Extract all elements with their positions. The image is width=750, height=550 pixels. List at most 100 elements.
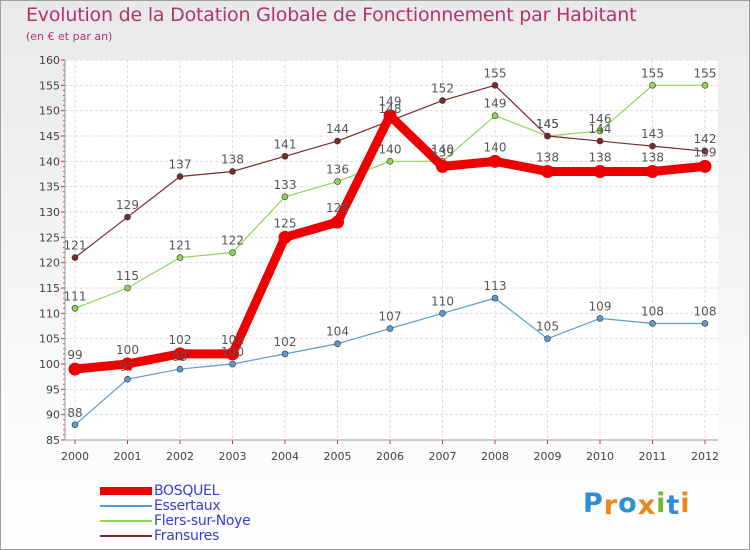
data-point-bosquel — [593, 164, 607, 178]
logo-letter: P — [583, 488, 604, 519]
data-point-flers-sur-noye — [124, 284, 131, 292]
data-label: 113 — [484, 279, 507, 293]
chart-subtitle: (en € et par an) — [26, 30, 113, 43]
data-label: 139 — [694, 145, 717, 159]
data-point-essertaux — [596, 315, 604, 322]
data-label: 88 — [67, 406, 82, 420]
y-tick-label: 125 — [39, 231, 60, 244]
data-label: 146 — [589, 112, 612, 126]
y-tick-label: 135 — [39, 181, 60, 194]
data-label: 145 — [536, 117, 559, 131]
data-point-fransures — [439, 97, 446, 104]
y-tick-label: 90 — [46, 409, 60, 422]
data-point-flers-sur-noye — [176, 254, 184, 261]
data-point-bosquel — [121, 357, 134, 371]
data-label: 144 — [589, 122, 612, 136]
chart-title: Evolution de la Dotation Globale de Fonc… — [26, 4, 637, 26]
data-point-bosquel — [278, 230, 292, 244]
x-tick-label: 2012 — [691, 450, 719, 463]
legend-label: Fransures — [154, 528, 220, 544]
data-label: 155 — [484, 66, 507, 80]
y-tick-label: 155 — [39, 79, 60, 92]
y-tick-label: 140 — [39, 155, 60, 168]
data-point-essertaux — [386, 325, 394, 332]
legend-label: Essertaux — [154, 498, 221, 514]
data-label: 148 — [379, 102, 402, 116]
data-point-flers-sur-noye — [334, 178, 341, 185]
data-point-bosquel — [68, 362, 82, 376]
y-tick-label: 150 — [39, 105, 60, 118]
data-point-bosquel — [331, 215, 344, 229]
data-point-bosquel — [173, 347, 187, 361]
data-point-flers-sur-noye — [596, 127, 604, 135]
data-point-flers-sur-noye — [281, 193, 289, 201]
data-point-fransures — [124, 213, 131, 221]
x-tick-label: 2002 — [166, 450, 194, 463]
data-point-flers-sur-noye — [701, 82, 709, 89]
data-label: 140 — [431, 142, 454, 156]
data-label: 129 — [116, 198, 139, 212]
data-point-essertaux — [229, 360, 236, 368]
x-tick-label: 2006 — [376, 450, 404, 463]
y-tick-label: 120 — [39, 257, 60, 270]
data-label: 138 — [589, 150, 612, 164]
data-point-bosquel — [488, 154, 502, 168]
y-tick-label: 110 — [39, 307, 60, 320]
logo-letter: i — [656, 488, 667, 519]
x-tick-label: 2008 — [481, 450, 509, 463]
data-label: 108 — [694, 304, 717, 318]
x-tick-label: 2000 — [61, 450, 89, 463]
data-label: 122 — [221, 234, 244, 248]
data-label: 111 — [64, 289, 87, 303]
legend-swatch — [100, 520, 152, 522]
x-tick-label: 2009 — [534, 450, 562, 463]
data-label: 137 — [169, 158, 192, 172]
y-tick-label: 105 — [39, 333, 60, 346]
data-label: 143 — [641, 127, 664, 141]
data-label: 133 — [274, 178, 297, 192]
data-label: 149 — [484, 97, 507, 111]
data-point-fransures — [544, 132, 551, 140]
data-label: 145 — [536, 117, 559, 131]
data-point-essertaux — [71, 421, 79, 429]
data-label: 128 — [326, 201, 349, 215]
data-label: 108 — [641, 304, 664, 318]
logo-letter: t — [666, 490, 681, 521]
data-label: 142 — [694, 132, 717, 146]
data-point-fransures — [701, 147, 709, 155]
y-tick-label: 160 — [39, 54, 60, 67]
data-label: 155 — [641, 66, 664, 80]
data-label: 102 — [221, 333, 244, 347]
logo-letter: x — [637, 490, 657, 521]
legend-swatch — [100, 505, 152, 507]
data-label: 99 — [172, 350, 187, 364]
data-label: 102 — [169, 333, 192, 347]
data-point-fransures — [334, 137, 341, 145]
data-point-flers-sur-noye — [649, 82, 656, 89]
data-label: 102 — [274, 335, 297, 349]
data-label: 121 — [64, 239, 87, 253]
x-tick-label: 2001 — [114, 450, 142, 463]
data-point-bosquel — [226, 347, 239, 361]
data-label: 109 — [589, 299, 612, 313]
data-label: 138 — [641, 150, 664, 164]
x-tick-label: 2007 — [429, 450, 457, 463]
data-point-bosquel — [436, 159, 449, 173]
data-label: 105 — [536, 320, 559, 334]
data-point-essertaux — [544, 335, 551, 342]
proxiti-logo: Proxiti — [583, 488, 691, 521]
logo-letter: i — [680, 488, 691, 519]
data-label: 121 — [169, 239, 192, 253]
logo-letter: r — [603, 490, 619, 521]
y-tick-label: 95 — [46, 383, 60, 396]
data-point-fransures — [71, 254, 79, 261]
data-point-essertaux — [439, 310, 446, 317]
data-point-flers-sur-noye — [491, 112, 499, 120]
data-point-essertaux — [124, 375, 131, 383]
data-point-flers-sur-noye — [71, 304, 79, 312]
data-point-essertaux — [176, 365, 184, 373]
legend-label: BOSQUEL — [154, 483, 220, 499]
data-point-fransures — [229, 168, 236, 175]
logo-letter: o — [618, 488, 638, 519]
x-tick-label: 2004 — [271, 450, 299, 463]
